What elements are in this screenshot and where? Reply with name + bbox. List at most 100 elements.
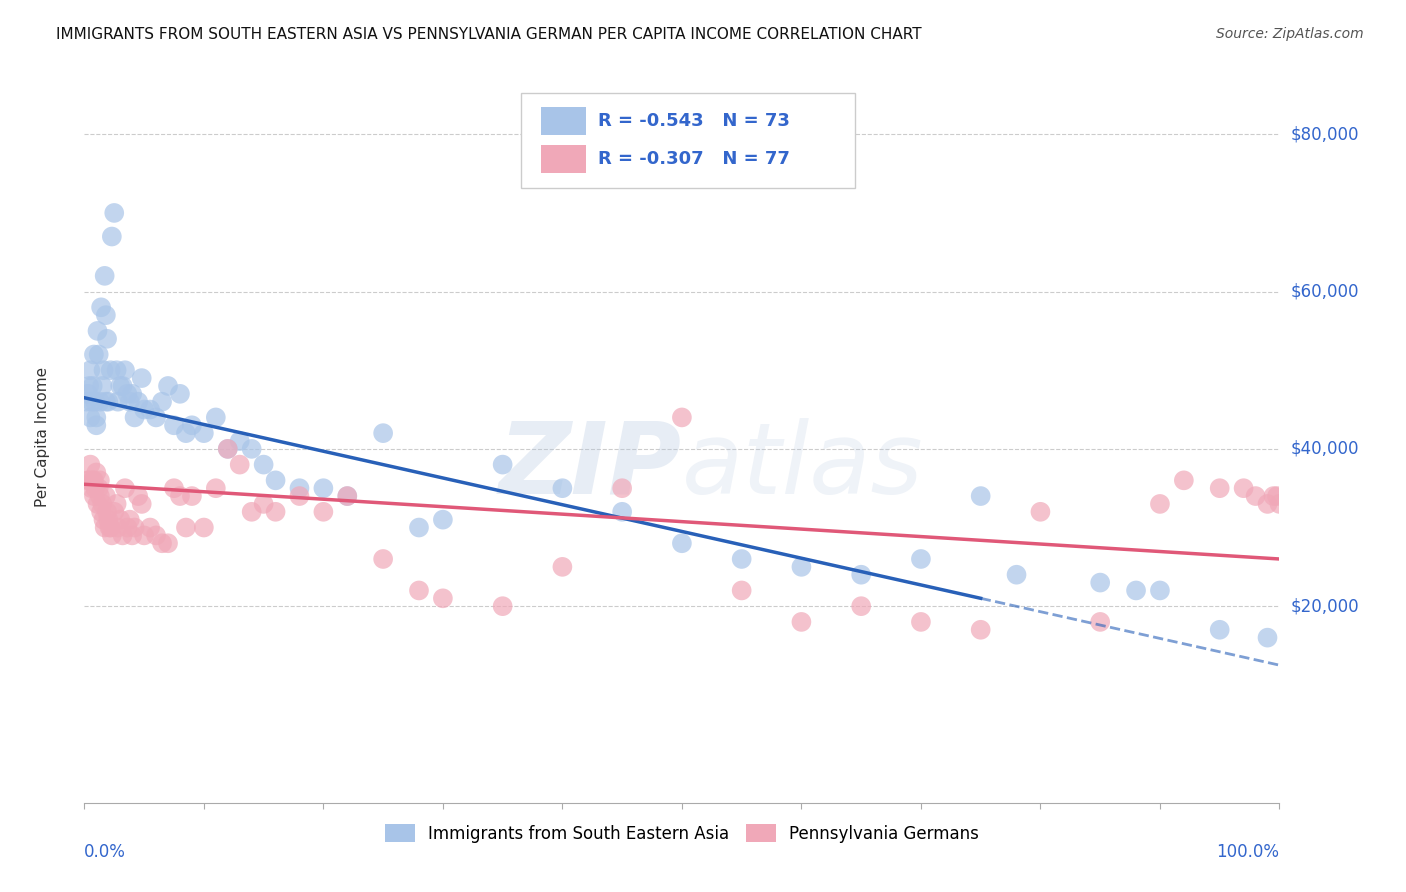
Text: Per Capita Income: Per Capita Income — [35, 367, 51, 508]
Point — [612, 481, 634, 495]
Point — [132, 528, 156, 542]
Point — [253, 458, 276, 472]
Point — [1209, 481, 1232, 495]
Point — [89, 489, 111, 503]
Point — [169, 489, 191, 503]
Point — [408, 583, 430, 598]
Point — [1149, 583, 1171, 598]
Point — [77, 379, 100, 393]
Point — [89, 473, 111, 487]
Point — [551, 559, 574, 574]
Point — [671, 410, 693, 425]
Text: atlas: atlas — [682, 417, 924, 515]
Point — [107, 394, 129, 409]
Point — [86, 410, 108, 425]
Point — [86, 497, 108, 511]
Point — [1173, 473, 1195, 487]
Point — [117, 520, 139, 534]
Point — [1268, 497, 1291, 511]
Point — [131, 497, 153, 511]
Point — [86, 418, 108, 433]
Point — [163, 418, 186, 433]
Point — [84, 481, 107, 495]
Point — [264, 505, 287, 519]
Point — [373, 552, 395, 566]
Point — [91, 497, 114, 511]
Point — [150, 394, 173, 409]
Point — [87, 347, 110, 361]
Text: IMMIGRANTS FROM SOUTH EASTERN ASIA VS PENNSYLVANIA GERMAN PER CAPITA INCOME CORR: IMMIGRANTS FROM SOUTH EASTERN ASIA VS PE… — [56, 27, 922, 42]
Text: R = -0.543   N = 73: R = -0.543 N = 73 — [599, 112, 790, 130]
Text: $40,000: $40,000 — [1291, 440, 1360, 458]
Point — [79, 363, 101, 377]
Point — [1209, 623, 1232, 637]
Point — [492, 599, 515, 614]
Point — [229, 434, 252, 448]
Point — [1090, 575, 1112, 590]
Point — [82, 379, 104, 393]
Point — [94, 489, 117, 503]
Point — [163, 481, 186, 495]
Point — [96, 505, 118, 519]
Point — [790, 615, 813, 629]
Point — [114, 363, 136, 377]
Point — [80, 481, 103, 495]
Point — [288, 489, 311, 503]
Point — [114, 481, 136, 495]
FancyBboxPatch shape — [520, 94, 855, 188]
Text: ZIP: ZIP — [499, 417, 682, 515]
FancyBboxPatch shape — [541, 145, 586, 173]
Text: R = -0.307   N = 77: R = -0.307 N = 77 — [599, 150, 790, 168]
Point — [336, 489, 359, 503]
Point — [93, 268, 115, 283]
Point — [1005, 567, 1028, 582]
Point — [96, 332, 118, 346]
Point — [157, 536, 180, 550]
Point — [1257, 497, 1279, 511]
Point — [124, 520, 146, 534]
Text: $20,000: $20,000 — [1291, 597, 1360, 615]
Point — [90, 301, 112, 315]
Point — [336, 489, 359, 503]
Point — [1029, 505, 1052, 519]
Point — [145, 528, 167, 542]
Point — [174, 520, 197, 534]
Point — [1149, 497, 1171, 511]
Point — [77, 473, 100, 487]
Point — [97, 513, 120, 527]
Point — [205, 481, 228, 495]
Point — [82, 473, 104, 487]
Point — [240, 442, 263, 456]
Point — [205, 410, 228, 425]
Point — [93, 363, 115, 377]
Point — [193, 520, 215, 534]
Point — [253, 497, 276, 511]
Point — [79, 410, 101, 425]
Point — [432, 591, 454, 606]
Text: Source: ZipAtlas.com: Source: ZipAtlas.com — [1216, 27, 1364, 41]
Point — [910, 552, 932, 566]
Point — [1263, 489, 1285, 503]
Point — [105, 363, 128, 377]
Point — [373, 426, 395, 441]
Point — [139, 520, 162, 534]
Point — [110, 379, 132, 393]
Point — [118, 394, 141, 409]
Point — [111, 379, 134, 393]
Point — [139, 402, 162, 417]
Point — [83, 489, 105, 503]
FancyBboxPatch shape — [541, 107, 586, 135]
Point — [1244, 489, 1267, 503]
Point — [86, 324, 108, 338]
Point — [288, 481, 311, 495]
Point — [132, 402, 156, 417]
Point — [970, 489, 993, 503]
Point — [217, 442, 239, 456]
Point — [105, 497, 128, 511]
Point — [910, 615, 932, 629]
Point — [117, 387, 139, 401]
Point — [970, 623, 993, 637]
Point — [312, 505, 335, 519]
Point — [83, 347, 105, 361]
Point — [77, 387, 100, 401]
